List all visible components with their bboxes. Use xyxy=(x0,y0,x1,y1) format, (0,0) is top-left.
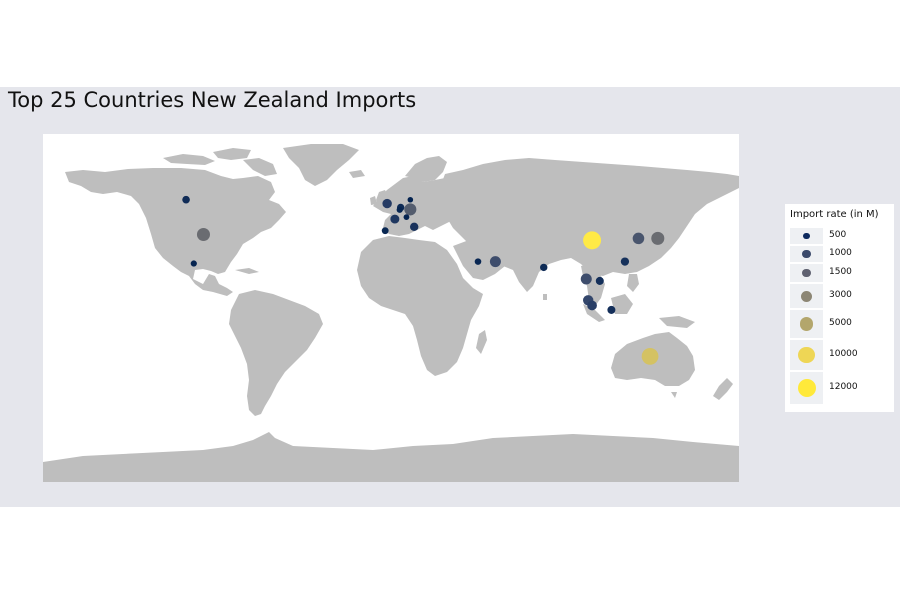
iceland xyxy=(349,170,365,178)
legend-label: 500 xyxy=(829,230,847,240)
import-point-thailand xyxy=(580,273,592,285)
ireland xyxy=(370,196,377,205)
greenland xyxy=(283,144,359,186)
legend-label: 12000 xyxy=(829,382,858,392)
legend-entry: 500 xyxy=(790,228,890,246)
import-point-indonesia xyxy=(607,305,616,314)
south-america-landmass xyxy=(229,290,323,416)
import-point-italy xyxy=(409,222,419,232)
arctic-islands xyxy=(163,154,215,165)
import-point-mexico xyxy=(190,260,197,267)
africa-landmass xyxy=(357,236,483,376)
legend-entry: 5000 xyxy=(790,310,890,340)
legend-key xyxy=(790,340,823,370)
baffin-island xyxy=(243,158,277,176)
cuba xyxy=(235,268,259,274)
import-point-india xyxy=(540,263,548,272)
sulawesi-philippines xyxy=(627,274,639,292)
import-point-taiwan xyxy=(620,257,630,266)
legend-key xyxy=(790,264,823,282)
legend-label: 1000 xyxy=(829,248,852,258)
import-point-spain xyxy=(381,227,389,235)
new-zealand xyxy=(713,378,733,400)
import-point-united-arab-emirates xyxy=(489,256,501,268)
import-point-belgium xyxy=(396,206,403,213)
import-point-singapore xyxy=(587,300,597,311)
map-title: Top 25 Countries New Zealand Imports xyxy=(8,88,417,112)
legend-entry: 1000 xyxy=(790,246,890,264)
new-guinea xyxy=(659,316,695,328)
import-point-japan xyxy=(651,231,665,245)
legend-label: 10000 xyxy=(829,349,858,359)
land-masses xyxy=(43,144,739,482)
import-point-vietnam xyxy=(595,276,604,285)
map-panel xyxy=(43,134,739,482)
legend-key xyxy=(790,372,823,404)
legend-symbol xyxy=(802,268,811,278)
sri-lanka xyxy=(543,294,547,300)
legend-key xyxy=(790,310,823,338)
borneo xyxy=(611,294,633,314)
legend-symbol xyxy=(799,317,813,331)
arctic-islands xyxy=(213,148,251,160)
legend-label: 3000 xyxy=(829,290,852,300)
import-point-south-korea xyxy=(632,232,645,245)
legend-symbol xyxy=(803,232,810,240)
madagascar xyxy=(476,330,487,354)
import-point-united-kingdom xyxy=(382,198,392,209)
import-point-australia xyxy=(641,347,659,365)
legend-key xyxy=(790,284,823,308)
north-america-landmass xyxy=(65,168,286,296)
legend-symbol xyxy=(798,346,815,364)
legend-label: 5000 xyxy=(829,318,852,328)
legend-entry: 10000 xyxy=(790,340,890,372)
legend-key xyxy=(790,246,823,262)
legend-title: Import rate (in M) xyxy=(790,209,879,220)
import-point-saudi-arabia xyxy=(474,258,482,265)
import-point-china xyxy=(583,231,602,250)
legend-entry: 3000 xyxy=(790,284,890,310)
antarctica xyxy=(43,432,739,482)
import-point-denmark xyxy=(407,196,414,203)
map-figure: Top 25 Countries New Zealand Imports xyxy=(0,87,900,507)
legend-key xyxy=(790,228,823,244)
legend-entry: 1500 xyxy=(790,264,890,284)
asia-landmass xyxy=(437,158,739,292)
legend: Import rate (in M) 500 1000 1500 3000 5000 10… xyxy=(785,204,894,412)
import-points xyxy=(182,195,665,365)
import-point-france xyxy=(390,214,400,224)
import-point-united-states xyxy=(196,228,210,242)
legend-symbol xyxy=(797,379,816,397)
legend-entry: 12000 xyxy=(790,372,890,406)
legend-symbol xyxy=(801,290,812,302)
import-point-canada xyxy=(182,195,190,204)
scandinavia xyxy=(405,156,447,182)
import-point-switzerland xyxy=(403,214,410,221)
legend-symbol xyxy=(802,249,811,258)
legend-label: 1500 xyxy=(829,267,852,277)
world-map xyxy=(43,144,739,482)
tasmania xyxy=(671,392,677,398)
import-point-germany xyxy=(404,203,417,216)
